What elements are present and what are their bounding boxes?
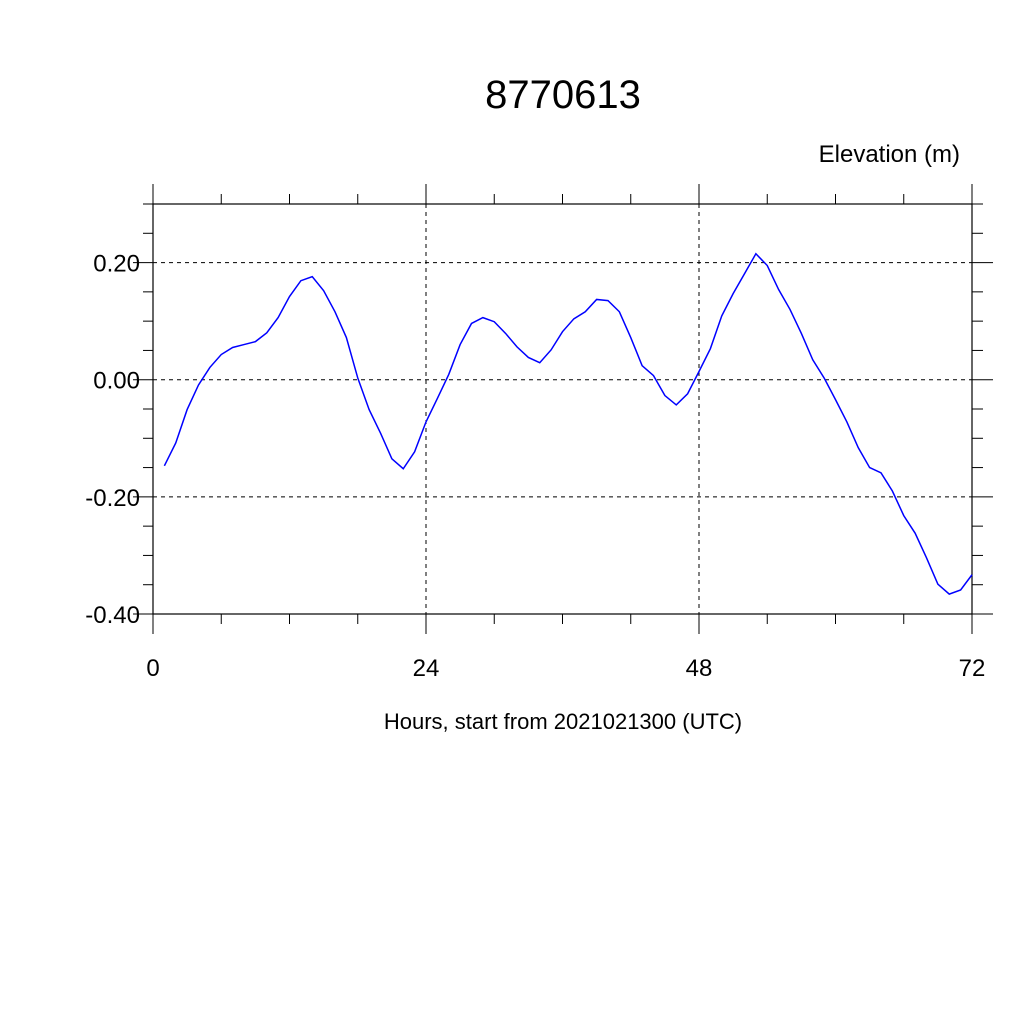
x-axis-label: Hours, start from 2021021300 (UTC) [384,709,742,734]
x-tick-label: 0 [146,655,159,682]
grid-lines [153,204,972,615]
elevation-line [163,252,973,595]
chart-title: 8770613 [485,73,641,117]
plot-frame [152,203,973,615]
y-tick-label: 0.00 [93,368,140,395]
x-tick-label: 72 [959,655,986,682]
x-tick-label: 48 [686,655,713,682]
x-tick-label: 24 [413,655,440,682]
axis-ticks [133,184,993,634]
y-tick-label: -0.20 [85,485,140,512]
tick-labels: 0 24 48 72 0.20 0.00 -0.20 -0.40 [85,251,985,682]
y-tick-label: 0.20 [93,251,140,278]
y-tick-label: -0.40 [85,602,140,629]
chart-subtitle: Elevation (m) [819,141,960,168]
